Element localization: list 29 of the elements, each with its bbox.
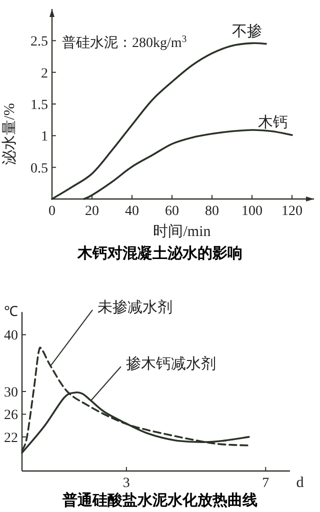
y-tick-label: 1.5 — [30, 98, 48, 113]
annotation: 普硅水泥：280kg/m$^{3}$ — [62, 34, 187, 51]
series-label: 木钙 — [258, 114, 288, 132]
x-tick-label: 120 — [282, 204, 302, 219]
x-tick-label: 100 — [242, 204, 262, 219]
y-tick-label: 0.5 — [30, 161, 48, 176]
x-tick-label: 0 — [48, 204, 56, 219]
x-tick-label: 20 — [85, 204, 99, 219]
y-tick-label: 2.5 — [30, 34, 48, 50]
x-tick-label: 80 — [205, 204, 219, 219]
y-tick-label: 22 — [4, 430, 18, 446]
x-tick-label: 60 — [165, 204, 179, 219]
x-axis-title: d — [296, 475, 304, 491]
text: 普通硅酸盐水泥水化放热曲线 — [62, 491, 258, 509]
y-tick-label: 26 — [4, 408, 18, 424]
x-tick-label: 3 — [122, 476, 130, 491]
y-tick-label: 30 — [4, 386, 18, 400]
x-tick-label: 7 — [262, 476, 270, 491]
text: 未掺减水剂 — [98, 298, 173, 316]
series-label: 不掺 — [232, 22, 262, 40]
y-tick-label: 2 — [41, 66, 48, 82]
text: 掺木钙减水剂 — [126, 356, 216, 373]
y-tick-label: 40 — [4, 328, 18, 344]
y-axis-title: 泌水量/% — [1, 103, 18, 165]
y-tick-label: 1 — [41, 130, 48, 145]
y-axis-title: ℃ — [4, 305, 18, 320]
x-axis-title: 时间/min — [153, 223, 212, 240]
text: 木钙对混凝土泌水的影响 — [76, 245, 242, 262]
x-tick-label: 40 — [125, 204, 139, 219]
